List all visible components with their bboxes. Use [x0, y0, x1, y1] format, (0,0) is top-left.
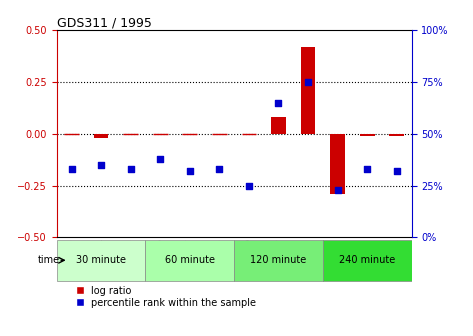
- Point: [157, 156, 164, 161]
- Text: time: time: [37, 255, 60, 265]
- Text: 240 minute: 240 minute: [339, 255, 395, 265]
- FancyBboxPatch shape: [57, 240, 146, 281]
- Text: 120 minute: 120 minute: [250, 255, 307, 265]
- Point: [216, 166, 223, 172]
- Bar: [301, 47, 315, 134]
- FancyBboxPatch shape: [146, 240, 234, 281]
- FancyBboxPatch shape: [234, 240, 323, 281]
- Legend: log ratio, percentile rank within the sample: log ratio, percentile rank within the sa…: [76, 286, 256, 308]
- Text: 30 minute: 30 minute: [76, 255, 126, 265]
- Point: [97, 162, 105, 168]
- Bar: [330, 134, 345, 194]
- Text: GDS311 / 1995: GDS311 / 1995: [57, 16, 152, 29]
- Point: [393, 168, 401, 174]
- Point: [186, 168, 193, 174]
- Text: 60 minute: 60 minute: [165, 255, 215, 265]
- Point: [68, 166, 75, 172]
- Point: [363, 166, 371, 172]
- Point: [304, 79, 312, 85]
- Point: [245, 183, 253, 188]
- Point: [334, 187, 342, 192]
- FancyBboxPatch shape: [323, 240, 412, 281]
- Bar: [271, 117, 286, 134]
- Point: [127, 166, 134, 172]
- Bar: [94, 134, 108, 138]
- Bar: [389, 134, 404, 136]
- Point: [275, 100, 282, 106]
- Bar: [360, 134, 375, 136]
